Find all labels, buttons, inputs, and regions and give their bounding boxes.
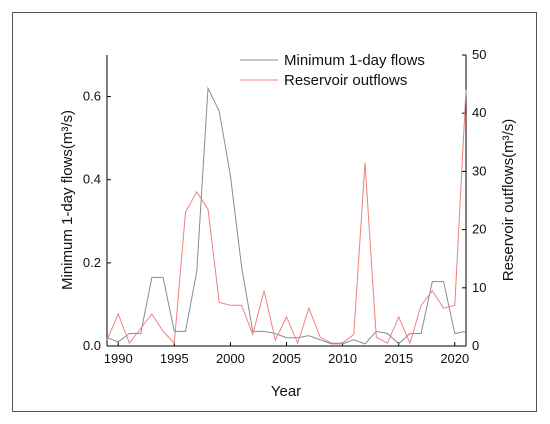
x-axis-title: Year [271, 383, 301, 400]
series-line-minimum-1-day-flows [106, 86, 467, 345]
x-tick-label: 2010 [328, 351, 357, 366]
right-y-tick-label: 50 [472, 47, 486, 62]
chart-frame [12, 12, 537, 412]
right-y-tick-label: 30 [472, 163, 486, 178]
legend-item-reservoir-outflows-label: Reservoir outflows [284, 72, 407, 89]
x-tick-label: 2000 [216, 351, 245, 366]
right-y-tick-label: 10 [472, 280, 486, 295]
left-y-axis-title: Minimum 1-day flows(m³/s) [59, 110, 76, 290]
chart-legend: Minimum 1-day flows Reservoir outflows [240, 52, 425, 89]
legend-item-minimum-1-day-flows-label: Minimum 1-day flows [284, 52, 425, 69]
left-y-tick-label: 0.0 [83, 338, 101, 353]
chart-ticks: 1990 1995 2000 2005 2010 2015 20200.00.20.40.6… [83, 47, 487, 366]
left-y-tick-label: 0.6 [83, 89, 101, 104]
x-tick-label: 1990 [104, 351, 133, 366]
series-line-reservoir-outflows [106, 89, 467, 345]
x-tick-label: 1995 [160, 351, 189, 366]
right-y-tick-label: 20 [472, 222, 486, 237]
left-y-tick-label: 0.2 [83, 255, 101, 270]
chart-axes [106, 55, 467, 347]
left-y-tick-label: 0.4 [83, 172, 101, 187]
x-tick-label: 2005 [272, 351, 301, 366]
chart-series [106, 86, 467, 345]
x-tick-label: 2020 [440, 351, 469, 366]
right-y-axis-title: Reservoir outflows(m³/s) [500, 119, 517, 282]
right-y-tick-label: 0 [472, 338, 479, 353]
x-tick-label: 2015 [384, 351, 413, 366]
right-y-tick-label: 40 [472, 105, 486, 120]
